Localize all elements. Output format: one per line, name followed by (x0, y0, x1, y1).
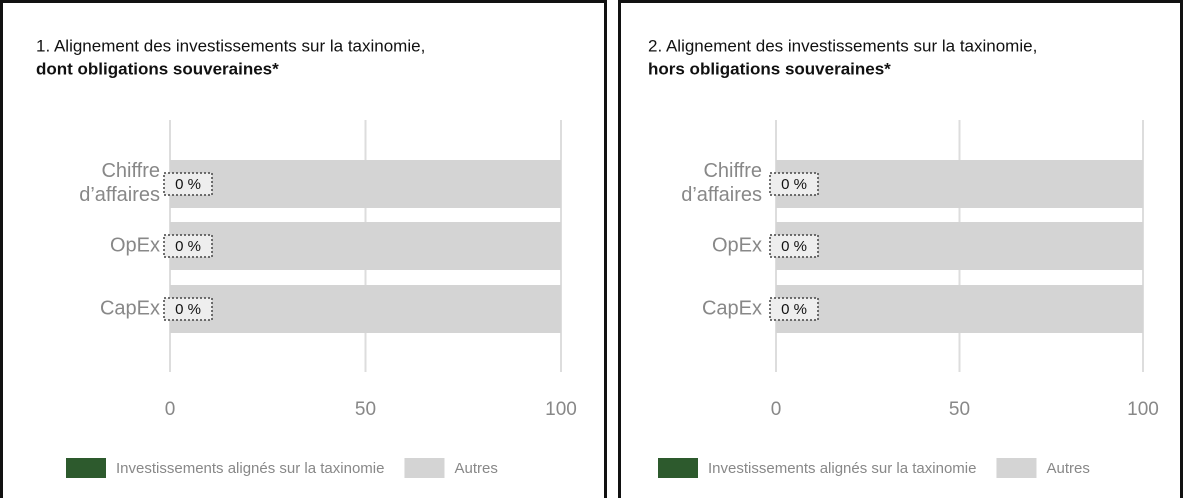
panel-border (0, 0, 607, 498)
bar (776, 285, 1143, 333)
value-label-box (769, 234, 819, 258)
category-label: CapEx (702, 297, 762, 319)
bar (776, 222, 1143, 270)
legend-swatch (658, 458, 698, 478)
chart-title-bold: hors obligations souveraines* (648, 59, 891, 78)
value-label-box (769, 297, 819, 321)
legend-label: Investissements alignés sur la taxinomie (116, 460, 384, 477)
legend-swatch (66, 458, 106, 478)
value-label-box (163, 234, 213, 258)
bar (170, 160, 561, 208)
chart-title: 1. Alignement des investissements sur la… (36, 36, 425, 55)
value-label-box (769, 172, 819, 196)
chart-title-bold: dont obligations souveraines* (36, 59, 279, 78)
category-label: Chiffre d’affaires (681, 160, 762, 206)
category-label: Chiffre d’affaires (79, 160, 160, 206)
value-label: 0 % (175, 301, 201, 318)
x-tick-label: 100 (545, 399, 577, 420)
bar (170, 285, 561, 333)
x-tick-label: 50 (949, 399, 970, 420)
value-label-box (163, 297, 213, 321)
value-label: 0 % (781, 176, 807, 193)
legend-swatch (404, 458, 445, 478)
legend-label: Autres (454, 460, 497, 477)
legend-swatch (996, 458, 1037, 478)
bar (776, 160, 1143, 208)
category-label: OpEx (712, 234, 762, 256)
category-label: OpEx (110, 234, 160, 256)
value-label: 0 % (175, 176, 201, 193)
x-tick-label: 100 (1127, 399, 1159, 420)
panel-border (618, 0, 1183, 498)
legend-label: Investissements alignés sur la taxinomie (708, 460, 976, 477)
value-label-box (163, 172, 213, 196)
bar (170, 222, 561, 270)
value-label: 0 % (781, 301, 807, 318)
category-label: CapEx (100, 297, 160, 319)
x-tick-label: 0 (165, 399, 176, 420)
legend-label: Autres (1046, 460, 1089, 477)
x-tick-label: 0 (771, 399, 782, 420)
chart-title: 2. Alignement des investissements sur la… (648, 36, 1037, 55)
value-label: 0 % (175, 238, 201, 255)
x-tick-label: 50 (355, 399, 376, 420)
value-label: 0 % (781, 238, 807, 255)
